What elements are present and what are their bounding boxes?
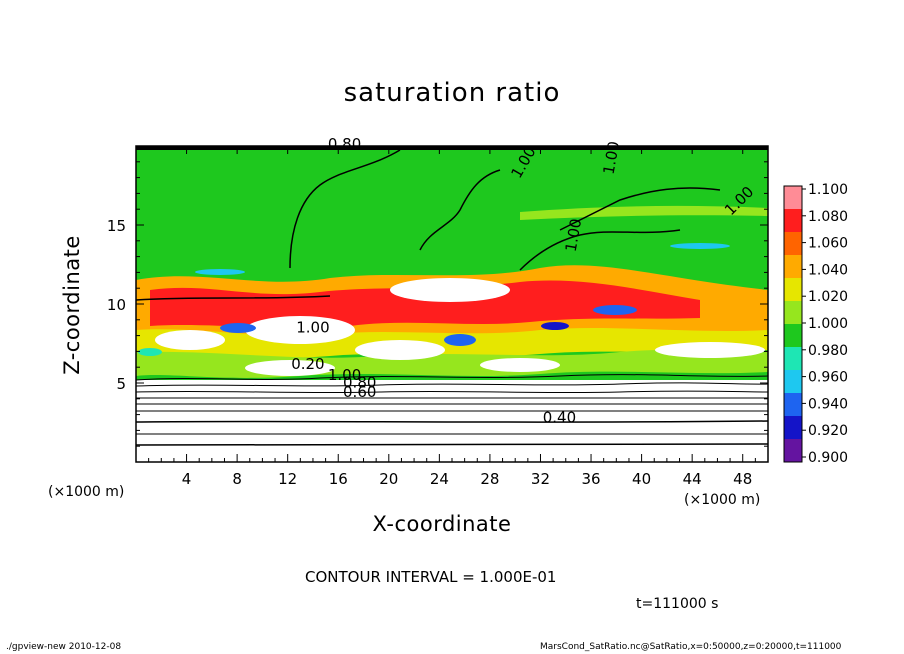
colorbar-swatch [784,416,802,439]
plot-area [136,146,768,462]
colorbar-swatch [784,347,802,370]
footer-right-text: MarsCond_SatRatio.nc@SatRatio,x=0:50000,… [540,642,842,652]
contour-label: 0.40 [543,409,576,427]
y-axis-ticks: 5 10 15 [107,161,768,447]
footer-left-text: ./gpview-new 2010-12-08 [6,642,122,652]
x-tick-label: 24 [430,470,449,488]
colorbar-label: 0.920 [808,423,848,439]
contour-label: 0.80 [328,135,361,153]
x-axis-label-text: X-coordinate [372,512,512,536]
x-tick-label: 8 [232,470,242,488]
x-unit-label-right: (×1000 m) [684,492,761,508]
time-label: t=111000 s [636,596,719,612]
white-patch [390,278,510,302]
contour-label: 0.80 [343,374,376,392]
colorbar-label: 1.080 [808,209,848,225]
y-tick-label: 5 [116,375,126,393]
x-tick-label: 12 [278,470,297,488]
x-tick-label: 36 [581,470,600,488]
contour-label: 0.60 [343,383,376,401]
colorbar-swatch [784,278,802,301]
cyan-patch [138,348,162,356]
colorbar-label: 1.040 [808,262,848,278]
cyan-patch [670,243,730,249]
white-patch [155,330,225,350]
blue-patch [593,305,637,315]
chart-title: saturation ratio [343,78,561,108]
colorbar-label: 0.980 [808,343,848,359]
colorbar-swatch [784,439,802,462]
contour-interval-label: CONTOUR INTERVAL = 1.000E-01 [305,568,557,586]
upper-streak [520,205,768,220]
contour-label: 1.00 [600,140,624,176]
white-patch [355,340,445,360]
colorbar-label: 1.000 [808,316,848,332]
x-tick-label: 48 [733,470,752,488]
contour-label: 1.00 [296,318,329,336]
lower-contours [136,374,768,446]
x-tick-label: 44 [683,470,702,488]
red-band [150,280,700,328]
colorbar-label: 1.060 [808,236,848,252]
blue-patch [444,334,476,346]
colorbar: 1.100 1.080 1.060 1.040 1.020 1.000 0.980 0.960… [783,182,848,466]
colorbar-label: 1.100 [808,182,848,198]
colorbar-swatch [784,301,802,324]
x-tick-label: 40 [632,470,651,488]
colorbar-swatch [784,255,802,278]
colorbar-frame [783,185,803,463]
colorbar-swatch [784,393,802,416]
colorbar-label: 1.020 [808,289,848,305]
x-axis-ticks: 4 8 12 16 20 24 28 32 36 40 44 48 [148,146,756,488]
x-unit-label-left: (×1000 m) [48,484,125,500]
x-tick-label: 4 [182,470,192,488]
contour-label: 1.00 [328,366,361,384]
x-tick-label: 16 [329,470,348,488]
y-tick-label: 10 [107,296,126,314]
contour-label: 1.00 [562,217,586,253]
colorbar-label: 0.960 [808,370,848,386]
white-patch [245,316,355,344]
x-tick-label: 28 [480,470,499,488]
colorbar-label: 0.900 [808,450,848,466]
x-tick-label: 20 [379,470,398,488]
upper-contours [136,149,721,301]
y-tick-label: 15 [107,217,126,235]
colorbar-swatch [784,370,802,393]
colorbar-swatch [784,324,802,347]
white-patch [655,342,765,358]
x-axis-label: X-coordinate [0,512,904,536]
blue-patch [541,322,569,330]
white-patch [245,360,335,376]
cyan-patch [195,269,245,275]
x-tick-label: 32 [531,470,550,488]
colorbar-swatch [784,186,802,209]
white-patch [480,358,560,372]
colorbar-label: 0.940 [808,396,848,412]
colorbar-swatch [784,232,802,255]
colorbar-swatch [784,209,802,232]
blue-patch [220,323,256,333]
contour-label: 0.20 [291,355,324,373]
